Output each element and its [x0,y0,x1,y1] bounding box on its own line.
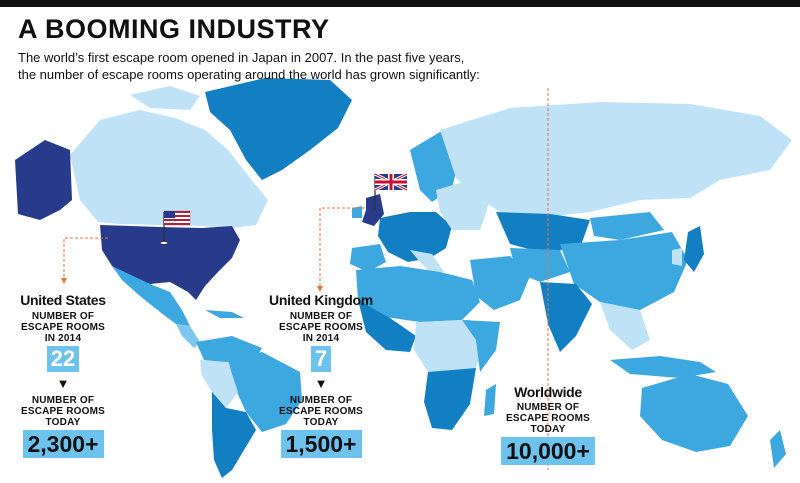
us-2014-count: 22 [46,346,80,372]
us-stat-block: United States NUMBER OF ESCAPE ROOMS IN … [6,292,120,458]
worldwide-label-line-2: ESCAPE ROOMS [505,413,591,424]
caribbean [205,310,244,318]
greenland [205,78,352,180]
subtitle-line-2: the number of escape rooms operating aro… [18,67,480,82]
australia [640,374,748,452]
page-subtitle: The world’s first escape room opened in … [18,49,538,83]
us-flag-icon [159,210,191,245]
uk-today-label-line-3: TODAY [303,417,339,428]
us-today-label: NUMBER OF ESCAPE ROOMS TODAY [6,395,120,428]
iberia [350,244,386,272]
russia [440,102,792,218]
us-today-label-line-1: NUMBER OF [31,395,95,406]
uk-leader-line [319,207,365,288]
canada [70,110,268,228]
worldwide-stat-block: Worldwide NUMBER OF ESCAPE ROOMS TODAY 1… [484,384,612,465]
worldwide-region-name: Worldwide [514,384,582,400]
uk-region-name: United Kingdom [269,292,373,308]
uk-2014-label: NUMBER OF ESCAPE ROOMS IN 2014 [262,311,380,344]
uk-2014-count: 7 [310,346,332,372]
us-2014-label-line-3: IN 2014 [44,333,82,344]
africa-south [424,368,476,430]
europe-west [378,212,452,262]
argentina-chile [212,392,256,478]
uk-today-label-line-2: ESCAPE ROOMS [278,406,364,417]
new-zealand [770,430,786,468]
uk-today-label: NUMBER OF ESCAPE ROOMS TODAY [262,395,380,428]
worldwide-today-count: 10,000+ [501,437,595,465]
down-triangle-icon: ▼ [56,376,70,391]
top-rule [0,0,800,7]
india [540,282,592,352]
subtitle-line-1: The world’s first escape room opened in … [18,50,465,65]
arctic-islands [130,86,200,110]
kazakhstan [496,212,590,252]
down-triangle-icon: ▼ [314,376,328,391]
uk [362,194,384,226]
us-today-label-line-2: ESCAPE ROOMS [20,406,106,417]
italy-balkans [410,250,444,276]
uk-today-count: 1,500+ [280,430,362,458]
se-asia [600,302,650,350]
us-2014-label: NUMBER OF ESCAPE ROOMS IN 2014 [6,311,120,344]
us-2014-label-line-1: NUMBER OF [31,311,95,322]
indonesia [610,356,716,378]
uk-flag-icon [374,172,408,210]
china [560,232,688,310]
uk-stat-block: United Kingdom NUMBER OF ESCAPE ROOMS IN… [262,292,380,458]
central-america [176,324,200,348]
brazil [228,352,302,432]
mexico [112,266,190,326]
mongolia [590,212,664,240]
alaska [15,140,72,220]
us-region-name: United States [20,292,106,308]
peru-bolivia [200,360,238,408]
us-leader-line [63,237,108,280]
africa-west [358,300,416,352]
middle-east [470,256,530,310]
worldwide-today-label: NUMBER OF ESCAPE ROOMS TODAY [484,402,612,435]
uk-2014-label-line-3: IN 2014 [302,333,340,344]
ireland [352,206,362,218]
japan [684,226,704,272]
worldwide-label-line-3: TODAY [530,424,566,435]
us-today-label-line-3: TODAY [45,417,81,428]
uk-leader-arrowhead [317,286,323,292]
central-asia [510,248,570,282]
uk-2014-label-line-2: ESCAPE ROOMS [278,322,364,333]
korea [672,248,682,266]
us-2014-label-line-2: ESCAPE ROOMS [20,322,106,333]
uk-today-label-line-1: NUMBER OF [289,395,353,406]
africa-north [356,266,480,322]
us-today-count: 2,300+ [22,430,104,458]
africa-east [462,320,500,372]
worldwide-label-line-1: NUMBER OF [516,402,580,413]
page-title: A BOOMING INDUSTRY [18,14,330,44]
us-leader-arrowhead [61,278,67,284]
usa [100,225,240,300]
madagascar [484,384,496,416]
uk-2014-label-line-1: NUMBER OF [289,311,353,322]
